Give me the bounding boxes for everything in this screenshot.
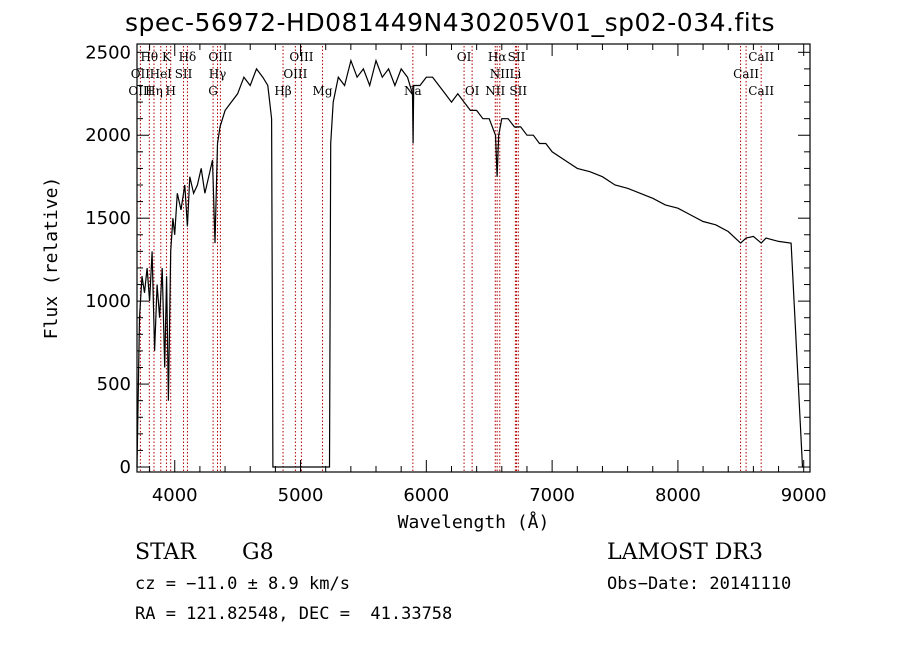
x-tick-label: 8000 (655, 485, 701, 506)
y-tick-label: 1500 (85, 208, 131, 229)
spectral-line-label: CaII (748, 50, 774, 64)
y-tick-label: 1000 (85, 291, 131, 312)
spectral-line-label: Hβ (274, 84, 291, 98)
spectral-line-label: Hα (488, 50, 507, 64)
x-tick-label: 5000 (278, 485, 324, 506)
y-tick-label: 2000 (85, 125, 131, 146)
ra-dec: RA = 121.82548, DEC = 41.33758 (135, 604, 453, 624)
spectral-line-label: OI (465, 84, 480, 98)
y-tick-label: 500 (97, 374, 131, 395)
x-axis-label: Wavelength (Å) (398, 511, 550, 533)
x-tick-label: 9000 (781, 485, 827, 506)
spectral-line-label: OIII (289, 50, 313, 64)
x-tick-label: 6000 (403, 485, 449, 506)
x-tick-label: 4000 (152, 485, 198, 506)
y-axis-label: Flux (relative) (41, 177, 62, 340)
spectral-line-label: SII (508, 50, 526, 64)
spectral-line-label: OIII (128, 84, 152, 98)
spectral-line-label: Hη (145, 84, 163, 98)
spectral-line-label: Li (509, 67, 521, 81)
object-subclass: G8 (242, 540, 274, 565)
obs-date: Obs−Date: 20141110 (607, 574, 792, 594)
spectral-line-label: CaII (733, 67, 759, 81)
y-tick-label: 2500 (85, 42, 131, 63)
x-tick-label: 7000 (529, 485, 575, 506)
spectral-line-label: NII (490, 67, 510, 81)
spectral-line-label: HeI (150, 67, 173, 81)
spectral-line-label: CaII (748, 84, 774, 98)
spectral-line-label: SII (175, 67, 193, 81)
chart-title: spec-56972-HD081449N430205V01_sp02-034.f… (124, 8, 776, 37)
spectral-line-label: Hθ (140, 50, 158, 64)
spectral-line-label: H (165, 84, 175, 98)
object-class: STAR (135, 540, 196, 565)
plot-frame (136, 43, 811, 473)
cz-value: cz = −11.0 ± 8.9 km/s (135, 574, 350, 594)
spectral-line-label: OI (457, 50, 472, 64)
survey-label: LAMOST DR3 (607, 540, 763, 565)
spectral-line-label: OIII (208, 50, 232, 64)
spectral-line-label: NII (485, 84, 505, 98)
spectral-line-label: Na (404, 84, 422, 98)
spectral-line-label: Hγ (209, 67, 227, 81)
spectral-line-label: OIII (283, 67, 307, 81)
spectral-line-label: Hδ (179, 50, 197, 64)
spectral-line-label: G (208, 84, 218, 98)
spectral-line-label: SII (509, 84, 527, 98)
spectral-line-label: OII (131, 67, 151, 81)
flux-line (136, 58, 804, 468)
spectral-line-label: Mg (313, 84, 333, 98)
y-tick-label: 0 (120, 457, 131, 478)
spectral-line-label: K (162, 50, 172, 64)
